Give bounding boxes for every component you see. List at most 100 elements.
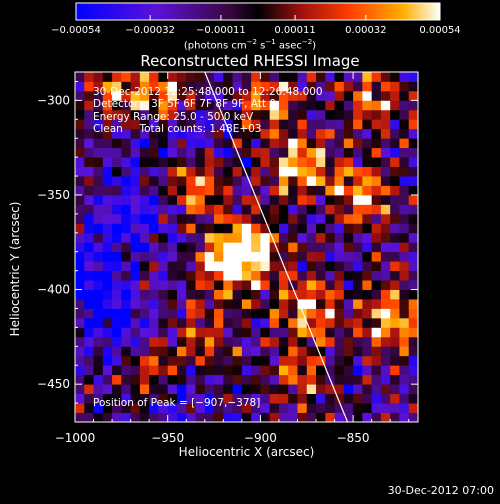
heatmap-cell (278, 185, 289, 196)
heatmap-cell (102, 176, 113, 186)
heatmap-cell (186, 100, 196, 111)
heatmap-cell (334, 384, 345, 395)
heatmap-cell (112, 194, 122, 205)
heatmap-cell (362, 72, 373, 82)
heatmap-cell (176, 100, 187, 111)
heatmap-cell (362, 90, 373, 101)
heatmap-cell (84, 138, 94, 149)
heatmap-cell (353, 90, 363, 101)
heatmap-cell (158, 365, 169, 376)
heatmap-cell (269, 280, 280, 290)
heatmap-cell (167, 119, 178, 130)
heatmap-cell (399, 308, 410, 319)
heatmap-cell (130, 138, 141, 149)
heatmap-cell (167, 109, 178, 120)
heatmap-cell (186, 280, 196, 290)
heatmap-cell (232, 185, 243, 196)
heatmap-cell (130, 346, 141, 357)
heatmap-cell (371, 308, 382, 319)
heatmap-cell (353, 299, 363, 309)
heatmap-cell (288, 251, 298, 262)
heatmap-cell (343, 166, 354, 177)
heatmap-cell (121, 194, 132, 205)
x-tick-label: −1000 (55, 431, 96, 445)
heatmap-cell (399, 90, 410, 101)
heatmap-cell (380, 403, 391, 413)
heatmap-cell (325, 176, 335, 186)
heatmap-cell (241, 261, 252, 272)
heatmap-cell (93, 336, 104, 347)
heatmap-cell (139, 90, 150, 101)
heatmap-cell (408, 251, 418, 262)
heatmap-cell (278, 119, 289, 130)
heatmap-cell (112, 317, 122, 328)
heatmap-cell (278, 223, 289, 234)
heatmap-cell (149, 81, 159, 92)
heatmap-cell (390, 393, 400, 404)
heatmap-cell (278, 128, 289, 139)
heatmap-cell (390, 327, 400, 338)
heatmap-cell (121, 289, 132, 300)
heatmap-cell (112, 204, 122, 215)
heatmap-cell (306, 176, 317, 186)
heatmap-cell (353, 72, 363, 82)
heatmap-cell (223, 242, 233, 253)
heatmap-cell (288, 109, 298, 120)
heatmap-cell (380, 374, 391, 385)
heatmap-cell (149, 365, 159, 376)
heatmap-cell (149, 251, 159, 262)
colorbar-tick-label: 0.00011 (274, 25, 315, 36)
heatmap-cell (130, 109, 141, 120)
heatmap-cell (223, 213, 233, 224)
heatmap-cell (112, 176, 122, 186)
heatmap-cell (371, 346, 382, 357)
heatmap-cell (232, 384, 243, 395)
heatmap-cell (325, 355, 335, 366)
heatmap-cell (297, 194, 308, 205)
heatmap-cell (195, 308, 206, 319)
heatmap-cell (102, 147, 113, 158)
heatmap-cell (316, 393, 326, 404)
heatmap-cell (288, 242, 298, 253)
heatmap-cell (186, 308, 196, 319)
heatmap-cell (343, 299, 354, 309)
heatmap-cell (260, 270, 271, 281)
heatmap-cell (288, 157, 298, 167)
heatmap-cell (241, 251, 252, 262)
heatmap-cell (269, 384, 280, 395)
heatmap-cell (75, 308, 85, 319)
heatmap-cell (112, 270, 122, 281)
heatmap-cell (204, 176, 215, 186)
heatmap-cell (297, 138, 308, 149)
heatmap-cell (167, 280, 178, 290)
heatmap-cell (121, 213, 132, 224)
heatmap-cell (204, 270, 215, 281)
heatmap-cell (362, 166, 373, 177)
heatmap-cell (343, 374, 354, 385)
heatmap-cell (334, 355, 345, 366)
heatmap-cell (408, 213, 418, 224)
heatmap-cell (112, 72, 122, 82)
heatmap-cell (130, 374, 141, 385)
heatmap-cell (75, 336, 85, 347)
heatmap-cell (214, 194, 224, 205)
x-tick-label: −900 (244, 431, 277, 445)
heatmap-cell (149, 384, 159, 395)
heatmap-cell (362, 299, 373, 309)
heatmap-cell (297, 223, 308, 234)
heatmap-cell (297, 72, 308, 82)
heatmap-cell (251, 374, 261, 385)
heatmap-cell (399, 251, 410, 262)
heatmap-cell (167, 346, 178, 357)
heatmap-cell (195, 176, 206, 186)
heatmap-cell (362, 270, 373, 281)
heatmap-cell (362, 119, 373, 130)
heatmap-cell (232, 365, 243, 376)
heatmap-cell (316, 384, 326, 395)
heatmap-cell (288, 185, 298, 196)
heatmap-cell (297, 270, 308, 281)
heatmap-cell (278, 194, 289, 205)
heatmap-cell (176, 72, 187, 82)
heatmap-cell (371, 251, 382, 262)
heatmap-cell (260, 403, 271, 413)
